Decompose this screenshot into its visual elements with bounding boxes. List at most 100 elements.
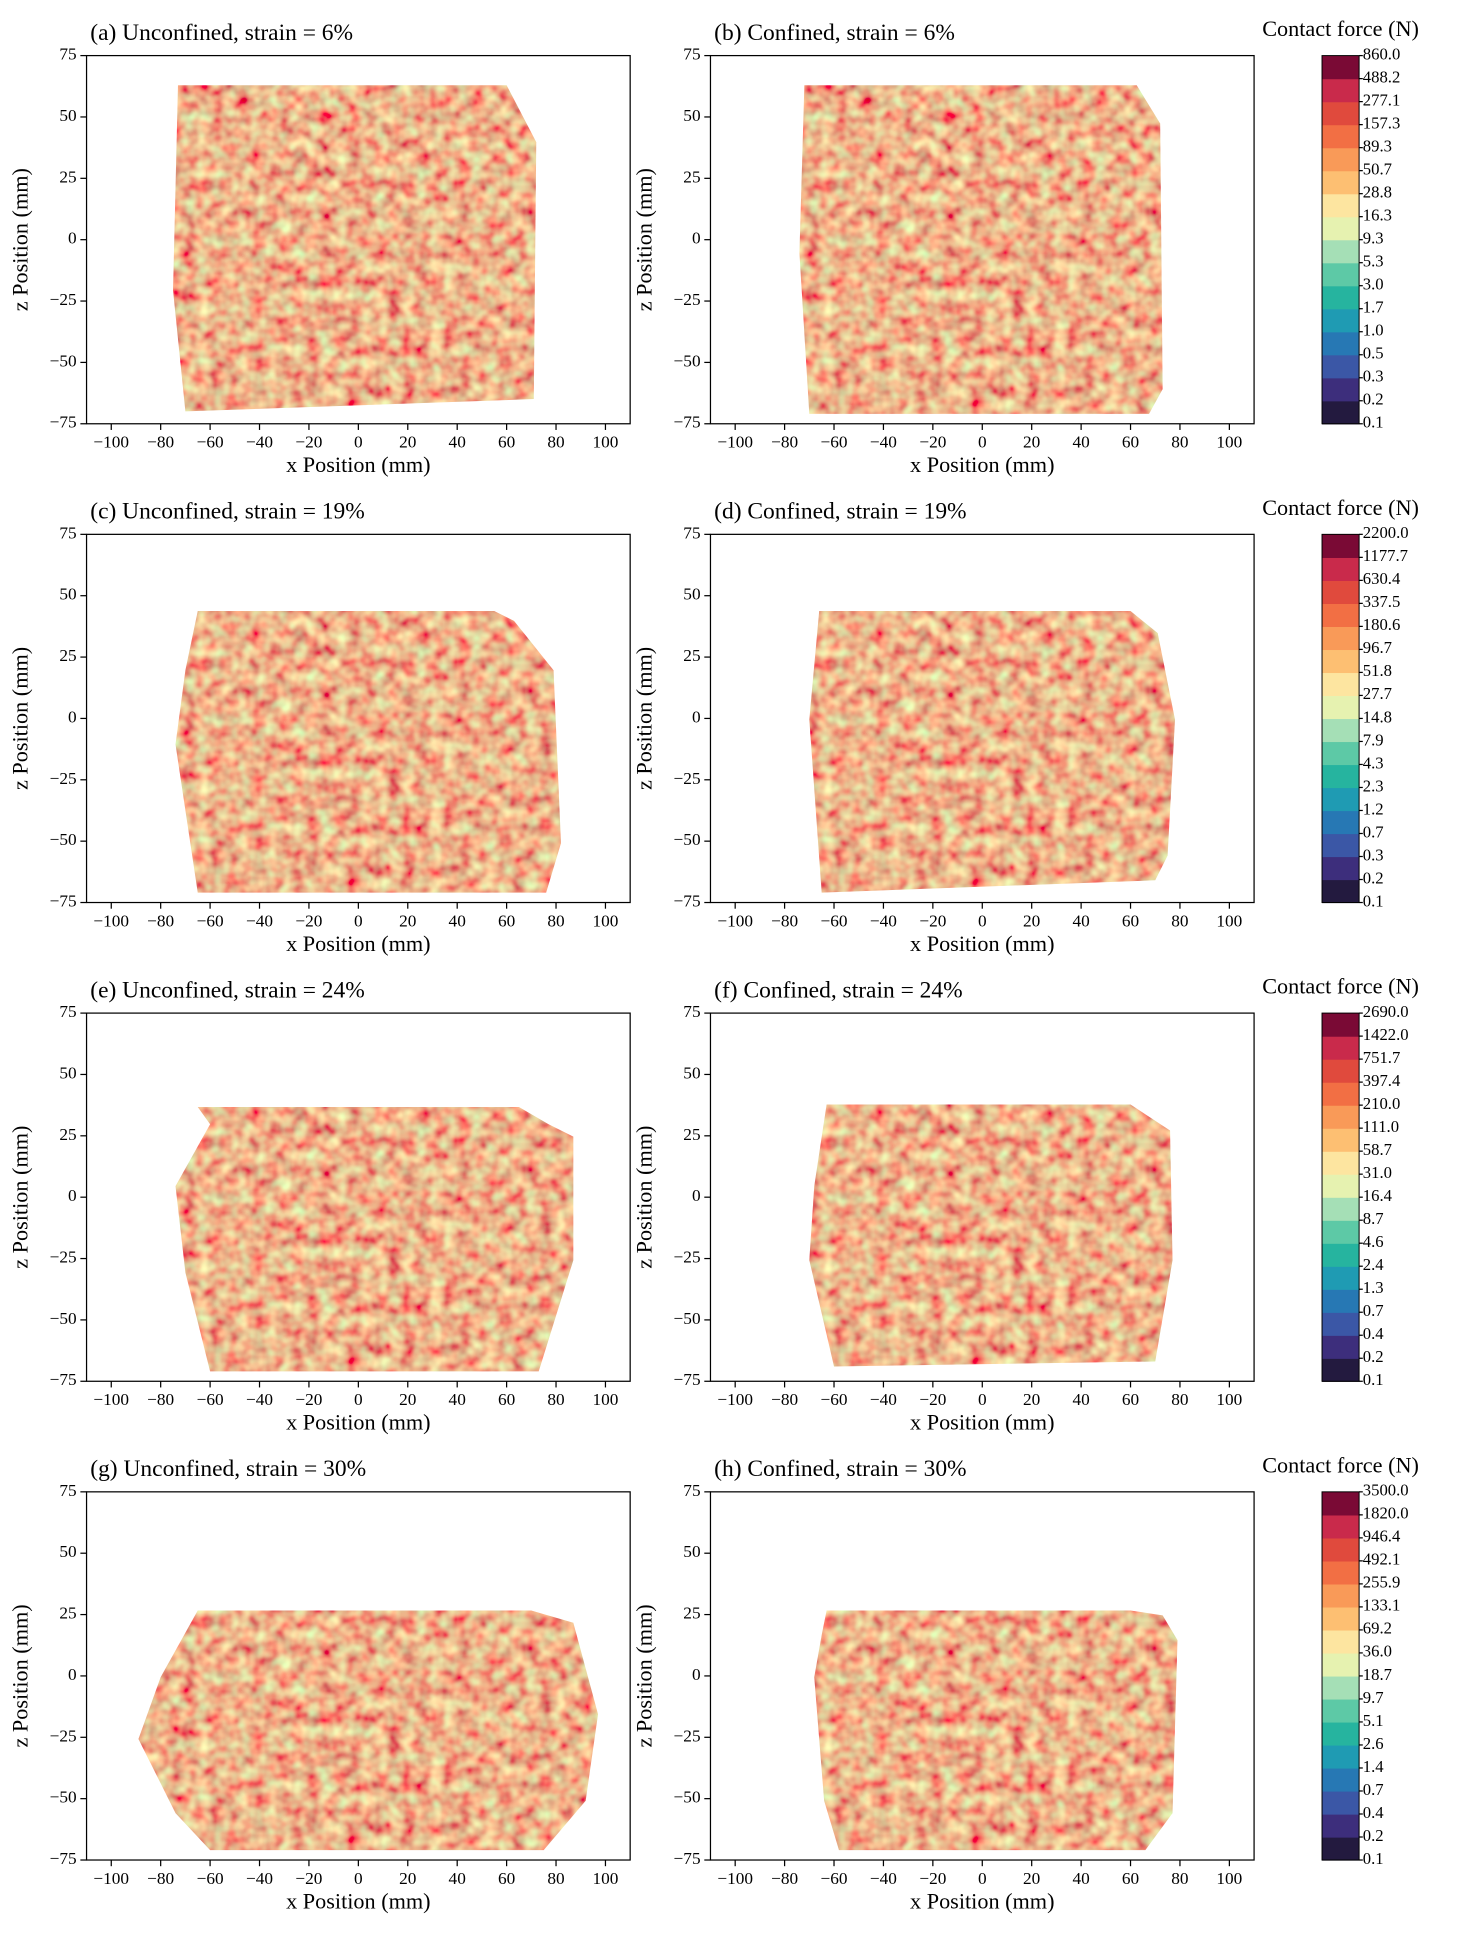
colorbar-tick-label: 89.3 xyxy=(1363,136,1392,155)
colorbar-tick-label: 1820.0 xyxy=(1363,1504,1409,1523)
specimen-field xyxy=(175,610,561,893)
x-tick-label: 60 xyxy=(1122,911,1139,930)
x-tick-label: 60 xyxy=(1122,433,1139,452)
colorbar-segment xyxy=(1322,649,1360,674)
colorbar-segment xyxy=(1322,354,1360,379)
x-tick-label: −80 xyxy=(147,911,174,930)
x-axis-label: x Position (mm) xyxy=(286,1410,430,1435)
colorbar-tick-label: 2.6 xyxy=(1363,1734,1384,1753)
specimen-field xyxy=(809,1104,1173,1367)
y-tick-label: −25 xyxy=(674,290,701,309)
y-tick-label: −75 xyxy=(50,413,77,432)
colorbar-segment xyxy=(1322,1583,1360,1608)
y-tick-label: 25 xyxy=(59,167,76,186)
y-tick-label: −25 xyxy=(674,769,701,788)
colorbar-segment xyxy=(1322,193,1360,218)
x-tick-label: 100 xyxy=(1216,1390,1242,1409)
x-tick-label: −100 xyxy=(93,433,129,452)
colorbar-tick-label: 0.7 xyxy=(1363,1780,1384,1799)
colorbar-tick-label: 50.7 xyxy=(1363,159,1392,178)
colorbar-tick-label: 3500.0 xyxy=(1363,1481,1409,1500)
y-tick-label: 75 xyxy=(59,1481,76,1500)
x-tick-label: 0 xyxy=(354,1869,363,1888)
colorbar-segment xyxy=(1322,1243,1360,1267)
colorbar-tick-label: 27.7 xyxy=(1363,684,1392,703)
colorbar-segment xyxy=(1322,1358,1360,1382)
y-tick-label: 75 xyxy=(683,523,700,542)
y-tick-label: 50 xyxy=(683,585,700,604)
colorbar-segment xyxy=(1322,1289,1360,1313)
colorbar-segment xyxy=(1322,1128,1360,1152)
colorbar-segment xyxy=(1322,1082,1360,1106)
x-tick-label: −80 xyxy=(771,911,798,930)
colorbar-tick-label: 18.7 xyxy=(1363,1665,1392,1684)
colorbar-segment xyxy=(1322,1013,1360,1037)
y-tick-label: 0 xyxy=(68,707,77,726)
colorbar-segment xyxy=(1322,1744,1360,1769)
colorbar-segment xyxy=(1322,1652,1360,1677)
colorbar-segment xyxy=(1322,1813,1360,1838)
x-tick-label: −40 xyxy=(246,911,273,930)
colorbar-tick-label: 1422.0 xyxy=(1363,1025,1409,1044)
x-tick-label: −100 xyxy=(93,1390,129,1409)
colorbar-segment xyxy=(1322,262,1360,287)
x-tick-label: −60 xyxy=(197,1390,224,1409)
y-tick-label: 50 xyxy=(683,106,700,125)
x-tick-label: 80 xyxy=(547,911,564,930)
colorbar-tick-label: 0.4 xyxy=(1363,1803,1384,1822)
colorbar-segment xyxy=(1322,1537,1360,1562)
colorbar-tick-label: 1.0 xyxy=(1363,321,1384,340)
x-tick-label: 80 xyxy=(1171,1390,1188,1409)
x-tick-label: 20 xyxy=(399,433,416,452)
colorbar-tick-label: 2200.0 xyxy=(1363,523,1409,542)
colorbar-tick-label: 3.0 xyxy=(1363,275,1384,294)
y-tick-label: −75 xyxy=(674,1370,701,1389)
y-tick-label: −25 xyxy=(50,769,77,788)
colorbar-tick-label: 0.2 xyxy=(1363,1826,1384,1845)
panel: −100 −80 −60 −40 −20 0 20 40 60 80 100 −75 −50 −25 0 25… xyxy=(631,977,1255,1435)
panel: −100 −80 −60 −40 −20 0 20 40 60 80 100 −75 −50 −25 0 25… xyxy=(7,20,631,477)
y-tick-label: 0 xyxy=(68,1186,77,1205)
x-tick-label: −100 xyxy=(717,911,753,930)
y-axis-label: z Position (mm) xyxy=(7,168,32,311)
x-tick-label: 0 xyxy=(978,911,987,930)
x-tick-label: 80 xyxy=(1171,1869,1188,1888)
colorbar-tick-label: 16.4 xyxy=(1363,1186,1393,1205)
colorbar-segment xyxy=(1322,1220,1360,1244)
colorbar-title: Contact force (N) xyxy=(1262,495,1419,520)
colorbar-tick-label: 0.3 xyxy=(1363,845,1384,864)
x-tick-label: −60 xyxy=(197,433,224,452)
colorbar-tick-label: 8.7 xyxy=(1363,1209,1384,1228)
x-axis-label: x Position (mm) xyxy=(286,931,430,956)
colorbar-segment xyxy=(1322,170,1360,195)
x-tick-label: 20 xyxy=(1023,1390,1040,1409)
colorbar-tick-label: 31.0 xyxy=(1363,1163,1392,1182)
y-tick-label: 25 xyxy=(683,1125,700,1144)
x-tick-label: −40 xyxy=(246,433,273,452)
colorbar-tick-label: 751.7 xyxy=(1363,1048,1400,1067)
x-tick-label: −60 xyxy=(197,911,224,930)
x-tick-label: 20 xyxy=(399,1390,416,1409)
colorbar-tick-label: 2690.0 xyxy=(1363,1002,1409,1021)
y-tick-label: −25 xyxy=(50,1726,77,1745)
panel: −100 −80 −60 −40 −20 0 20 40 60 80 100 −75 −50 −25 0 25… xyxy=(7,499,631,956)
colorbar-tick-label: 96.7 xyxy=(1363,638,1392,657)
y-tick-label: −50 xyxy=(674,1309,701,1328)
colorbar-tick-label: 210.0 xyxy=(1363,1094,1400,1113)
colorbar-tick-label: 492.1 xyxy=(1363,1550,1400,1569)
y-tick-label: 0 xyxy=(692,1186,701,1205)
colorbar-tick-label: 0.2 xyxy=(1363,1347,1384,1366)
x-tick-label: −80 xyxy=(147,1869,174,1888)
colorbar-segment xyxy=(1322,1837,1360,1861)
x-tick-label: 80 xyxy=(547,1869,564,1888)
x-tick-label: 0 xyxy=(978,433,987,452)
colorbar-tick-label: 946.4 xyxy=(1363,1527,1401,1546)
colorbar-segment xyxy=(1322,833,1360,858)
x-tick-label: −20 xyxy=(919,1869,946,1888)
colorbar-tick-label: 337.5 xyxy=(1363,592,1400,611)
specimen-field xyxy=(814,1610,1178,1851)
x-tick-label: 40 xyxy=(449,433,466,452)
panel: −100 −80 −60 −40 −20 0 20 40 60 80 100 −75 −50 −25 0 25… xyxy=(631,20,1255,477)
y-tick-label: −75 xyxy=(50,1849,77,1868)
y-tick-label: 25 xyxy=(683,1604,700,1623)
